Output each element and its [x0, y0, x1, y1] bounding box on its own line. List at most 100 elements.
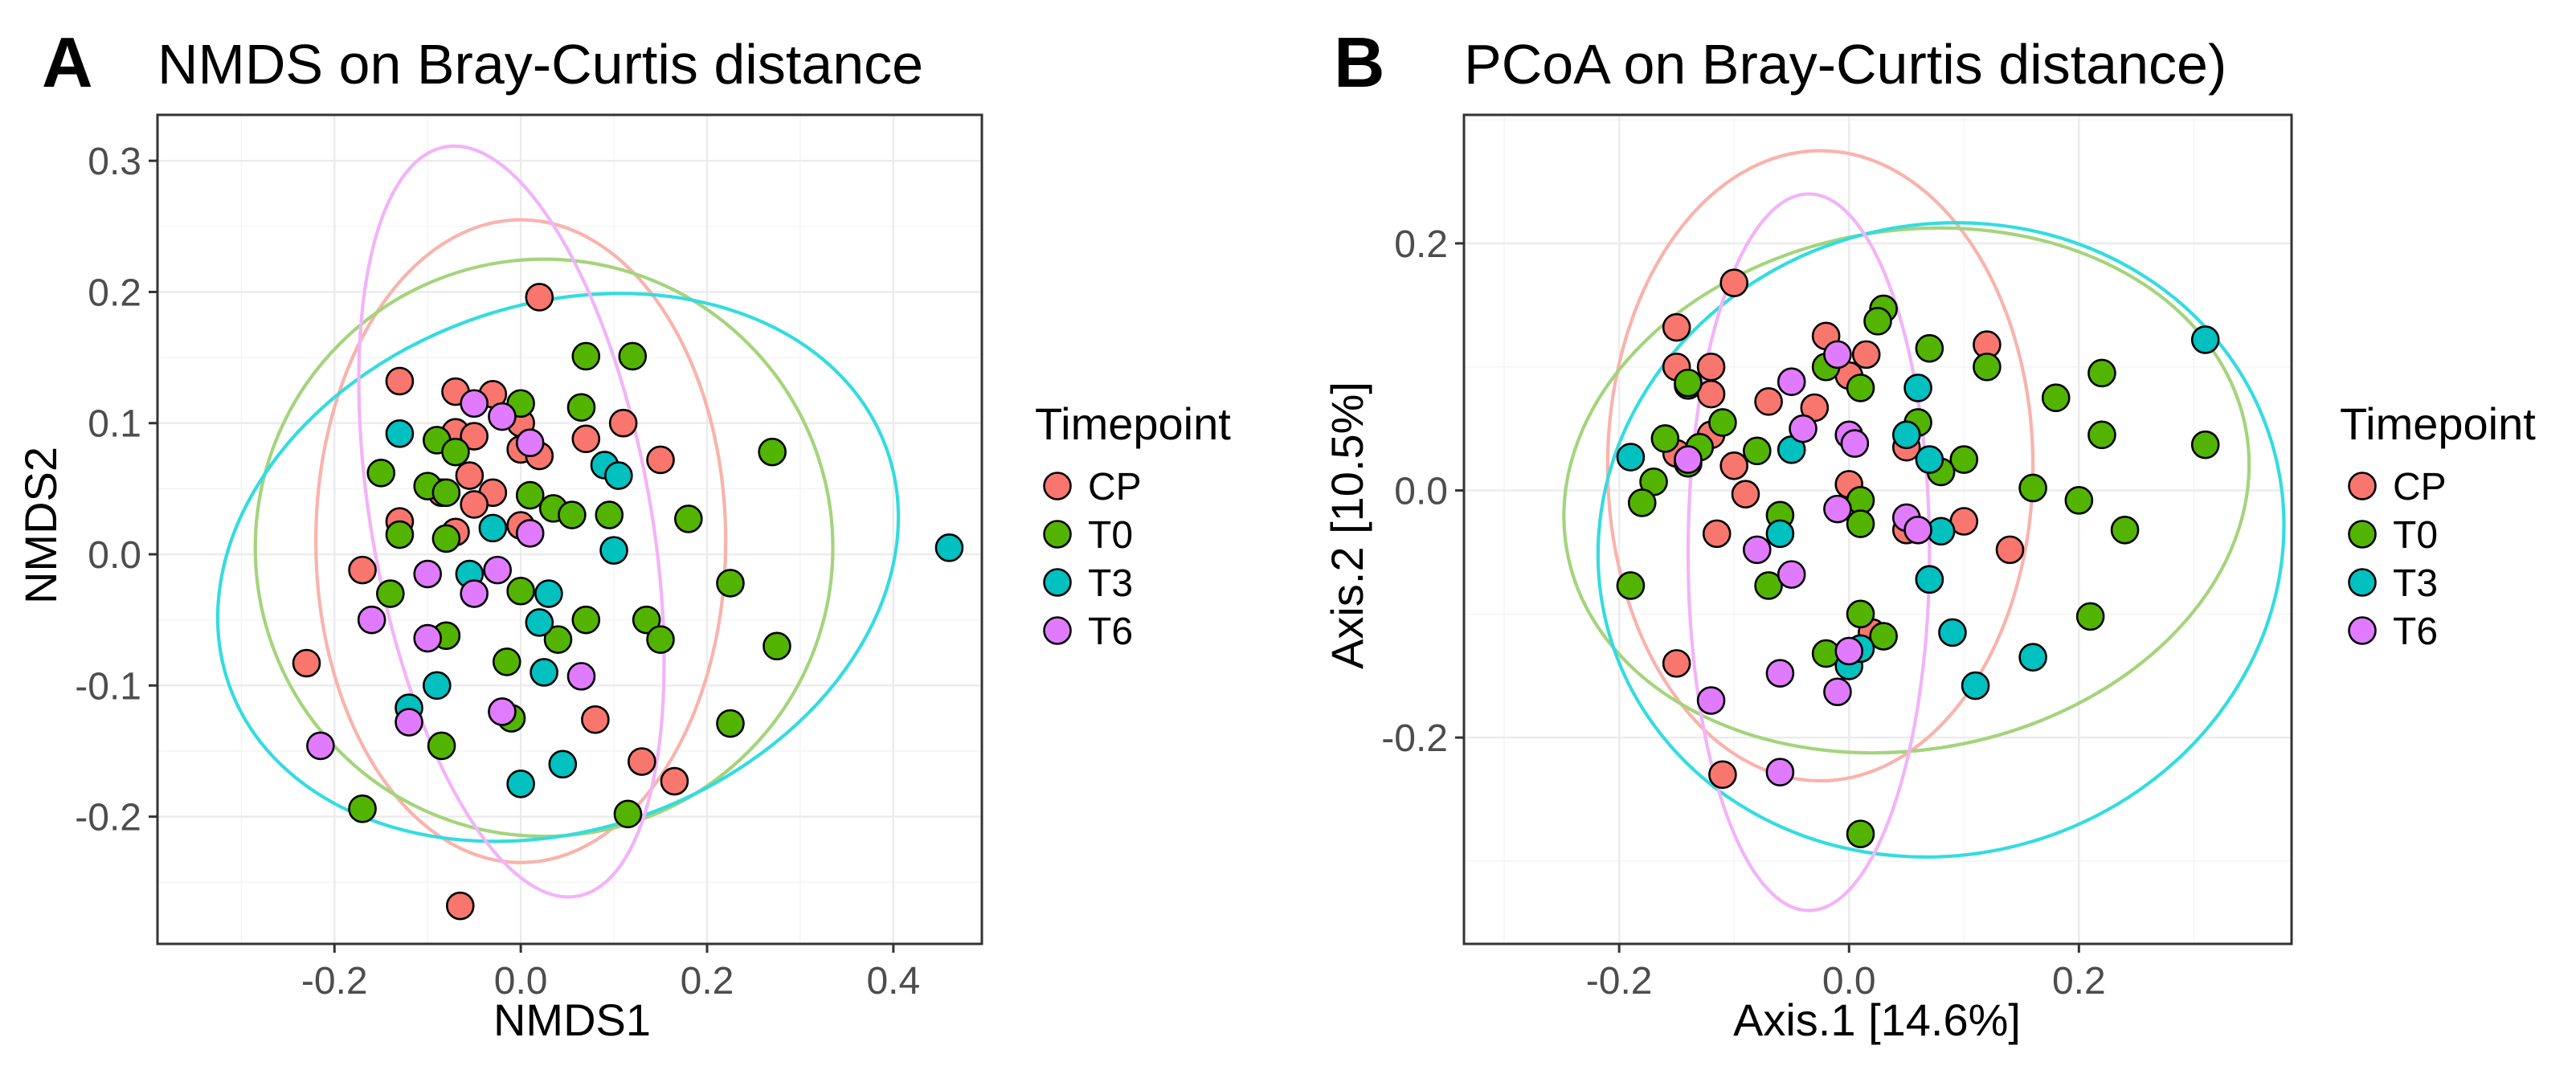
point-t6 — [1777, 560, 1806, 589]
point-t6 — [395, 708, 423, 737]
point-t6 — [1789, 414, 1818, 443]
point-t3 — [2018, 643, 2047, 672]
x-tick-label: 0.0 — [1822, 960, 1876, 1003]
point-t3 — [599, 536, 628, 565]
panel-letter-b: B — [1334, 22, 1385, 102]
panel-b-x-axis-title: Axis.1 [14.6%] — [1733, 994, 2021, 1045]
point-t3 — [525, 608, 554, 637]
point-t6 — [1765, 758, 1795, 787]
ellipse-layer — [1562, 149, 2286, 913]
point-t0 — [571, 605, 601, 635]
point-t0 — [1742, 436, 1772, 466]
panel-b-y-axis-title: Axis.2 [10.5%] — [1322, 382, 1372, 669]
point-t0 — [758, 437, 787, 467]
y-tick-label: 0.2 — [88, 272, 141, 314]
point-t0 — [506, 576, 535, 606]
point-t0 — [376, 579, 405, 608]
confidence-ellipse-t6 — [357, 144, 666, 899]
legend-label-cp: CP — [2393, 466, 2447, 508]
point-t0 — [1846, 819, 1875, 848]
point-cp — [571, 424, 601, 454]
point-t6 — [460, 579, 489, 608]
point-cp — [581, 704, 610, 734]
x-tick-label: 0.2 — [2052, 960, 2106, 1003]
point-t6 — [483, 555, 512, 585]
point-t0 — [1616, 571, 1646, 600]
point-t0 — [1650, 424, 1680, 453]
panel-a: A NMDS on Bray-Curtis distance -0.2 0.0 0.… — [15, 22, 1231, 1045]
y-tick-label: 0.0 — [88, 534, 141, 577]
point-t6 — [1742, 535, 1772, 565]
legend-title: Timepoint — [2340, 398, 2536, 449]
point-t6 — [1823, 340, 1852, 370]
point-t0 — [431, 524, 461, 553]
point-cp — [608, 408, 638, 438]
legend-label-t3: T3 — [1088, 562, 1133, 605]
point-t3 — [548, 749, 578, 779]
legend-label-t6: T6 — [1088, 611, 1133, 653]
point-t0 — [1846, 374, 1875, 402]
point-t0 — [632, 605, 661, 635]
point-cp — [1754, 387, 1783, 416]
point-t0 — [1863, 307, 1892, 336]
confidence-ellipse-cp — [313, 218, 728, 864]
point-t6 — [488, 402, 517, 431]
point-t6 — [306, 731, 335, 761]
point-t0 — [716, 709, 745, 738]
point-t0 — [1708, 408, 1737, 437]
legend-key-t3 — [2348, 568, 2377, 597]
point-t0 — [716, 569, 745, 598]
point-cp — [1731, 480, 1760, 508]
point-cp — [455, 461, 485, 490]
point-cp — [1708, 760, 1737, 790]
point-cp — [628, 747, 656, 776]
point-t6 — [1696, 686, 1726, 715]
point-cp — [460, 422, 489, 451]
point-cp — [1696, 352, 1726, 382]
panel-a-x-axis-title: NMDS1 — [493, 994, 651, 1045]
panel-letter-a: A — [42, 22, 93, 102]
legend-title: Timepoint — [1035, 398, 1231, 449]
legend-label-t3: T3 — [2393, 562, 2438, 605]
y-tick-label: 0.1 — [88, 403, 141, 446]
y-tick-label: -0.1 — [75, 665, 141, 708]
confidence-ellipse-t6 — [1686, 192, 1932, 913]
point-t0 — [431, 478, 461, 508]
point-cp — [445, 891, 475, 921]
panel-b-plot-area: -0.2 0.0 0.2 -0.2 0.0 0.2 — [1381, 113, 2293, 1003]
x-tick-label: 0.4 — [866, 960, 920, 1003]
point-t3 — [385, 419, 415, 448]
point-t0 — [2087, 358, 2116, 388]
x-tick-label: -0.2 — [1586, 960, 1653, 1003]
point-cp — [348, 555, 377, 585]
panel-a-legend: Timepoint CP T0 T3 T6 — [1035, 398, 1231, 653]
panel-border — [156, 113, 983, 945]
panel-b-title: PCoA on Bray-Curtis distance) — [1464, 33, 2226, 96]
point-cp — [1662, 649, 1691, 678]
confidence-ellipse-t3 — [1596, 221, 2286, 859]
point-cp — [1995, 535, 2025, 565]
point-cp — [660, 766, 689, 796]
point-t3 — [534, 579, 563, 608]
point-t0 — [1846, 599, 1875, 629]
point-t0 — [566, 393, 596, 422]
point-t3 — [604, 461, 633, 490]
point-cp — [1702, 519, 1732, 549]
point-t3 — [530, 658, 558, 687]
legend-key-t6 — [1043, 616, 1072, 645]
point-cp — [1696, 379, 1726, 409]
x-tick-label: 0.2 — [681, 960, 734, 1003]
confidence-ellipse-t0 — [253, 257, 835, 839]
points-layer — [1616, 268, 2220, 848]
legend-key-t0 — [2348, 520, 2377, 549]
point-t0 — [2075, 602, 2105, 631]
point-t0 — [1846, 509, 1875, 538]
ellipse-layer — [215, 144, 901, 899]
point-cp — [1719, 451, 1748, 480]
point-cp — [460, 490, 489, 519]
legend-key-t6 — [2348, 616, 2377, 645]
point-t3 — [2190, 325, 2220, 354]
point-t0 — [492, 647, 521, 676]
point-t0 — [2110, 515, 2140, 545]
x-tick-label: 0.0 — [494, 960, 548, 1003]
